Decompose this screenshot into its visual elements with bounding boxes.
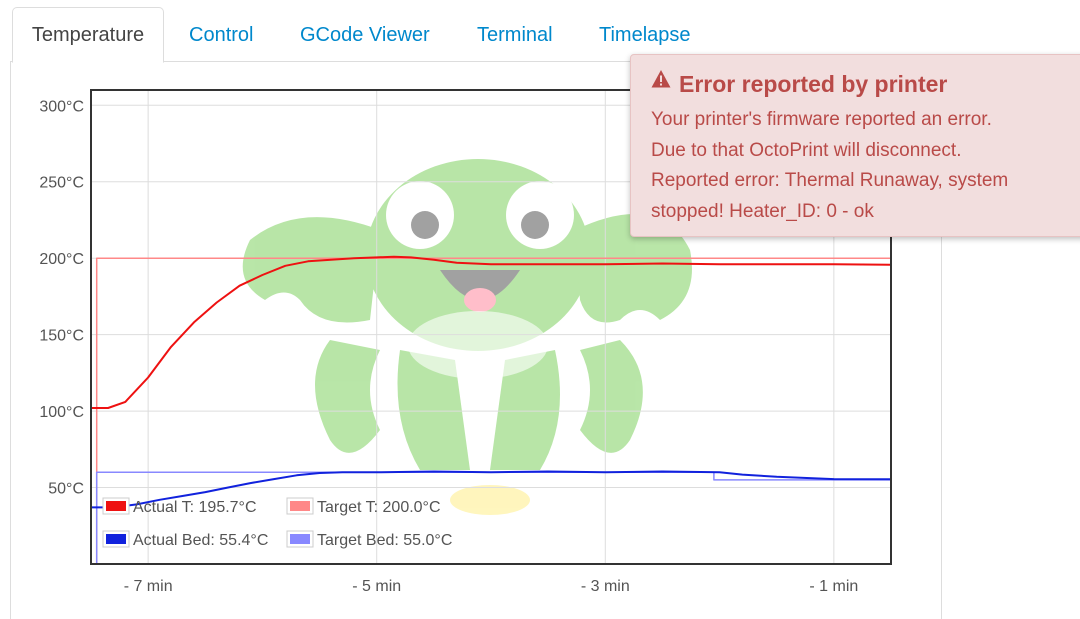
tab-terminal[interactable]: Terminal bbox=[477, 24, 553, 46]
tab-temperature[interactable]: Temperature bbox=[12, 7, 164, 63]
chart-plot-border bbox=[90, 89, 892, 565]
y-tick-label: 250°C bbox=[39, 175, 84, 192]
y-tick-label: 150°C bbox=[39, 328, 84, 345]
actual-bed-temp-line bbox=[91, 470, 892, 509]
legend-actual-tool: Actual T: 195.7°C bbox=[102, 497, 257, 516]
legend-label: Target Bed: 55.0°C bbox=[317, 532, 452, 549]
legend-actual-bed: Actual Bed: 55.4°C bbox=[102, 530, 268, 549]
x-tick-label: - 7 min bbox=[124, 578, 173, 595]
legend-swatch bbox=[106, 534, 126, 544]
panel-border-right bbox=[941, 62, 942, 619]
chart-series bbox=[91, 255, 892, 564]
legend-target-bed: Target Bed: 55.0°C bbox=[286, 530, 452, 549]
alert-message: Your printer's firmware reported an erro… bbox=[651, 105, 1061, 227]
alert-line-1: Your printer's firmware reported an erro… bbox=[651, 109, 992, 130]
legend-swatch bbox=[290, 501, 310, 511]
y-tick-label: 50°C bbox=[48, 481, 84, 498]
x-tick-label: - 1 min bbox=[809, 578, 858, 595]
tab-gcode-viewer[interactable]: GCode Viewer bbox=[300, 24, 430, 46]
y-tick-label: 100°C bbox=[39, 404, 84, 421]
y-tick-label: 300°C bbox=[39, 98, 84, 115]
y-tick-label: 200°C bbox=[39, 251, 84, 268]
panel-border-left bbox=[10, 62, 11, 619]
legend-target-tool: Target T: 200.0°C bbox=[286, 497, 441, 516]
legend-label: Actual Bed: 55.4°C bbox=[133, 532, 268, 549]
x-tick-label: - 5 min bbox=[352, 578, 401, 595]
tab-control[interactable]: Control bbox=[189, 24, 254, 46]
legend-swatch bbox=[290, 534, 310, 544]
alert-title-row: Error reported by printer bbox=[651, 69, 1069, 99]
legend-label: Target T: 200.0°C bbox=[317, 499, 441, 516]
error-alert: Error reported by printer Your printer's… bbox=[630, 54, 1080, 237]
chart-tick-labels: 50°C 100°C 150°C 200°C 250°C 300°C - 7 min - 5 … bbox=[39, 98, 858, 595]
tab-bar-divider bbox=[10, 61, 1080, 62]
alert-title: Error reported by printer bbox=[679, 71, 948, 97]
warning-icon bbox=[651, 70, 671, 88]
target-tool-temp-line bbox=[95, 257, 891, 564]
actual-tool-temp-line bbox=[91, 255, 892, 409]
x-tick-label: - 3 min bbox=[581, 578, 630, 595]
alert-line-4: stopped! Heater_ID: 0 - ok bbox=[651, 200, 874, 222]
legend-swatch bbox=[106, 501, 126, 511]
chart-legend: Actual T: 195.7°C Target T: 200.0°C Actual… bbox=[102, 497, 452, 549]
alert-line-3: Reported error: Thermal Runaway, system bbox=[651, 170, 1009, 191]
tab-bar: Temperature Control GCode Viewer Termina… bbox=[0, 0, 1080, 63]
alert-line-2: Due to that OctoPrint will disconnect. bbox=[651, 139, 962, 161]
legend-label: Actual T: 195.7°C bbox=[133, 499, 257, 516]
tab-timelapse[interactable]: Timelapse bbox=[599, 24, 691, 46]
octoprint-logo-icon bbox=[242, 159, 692, 515]
